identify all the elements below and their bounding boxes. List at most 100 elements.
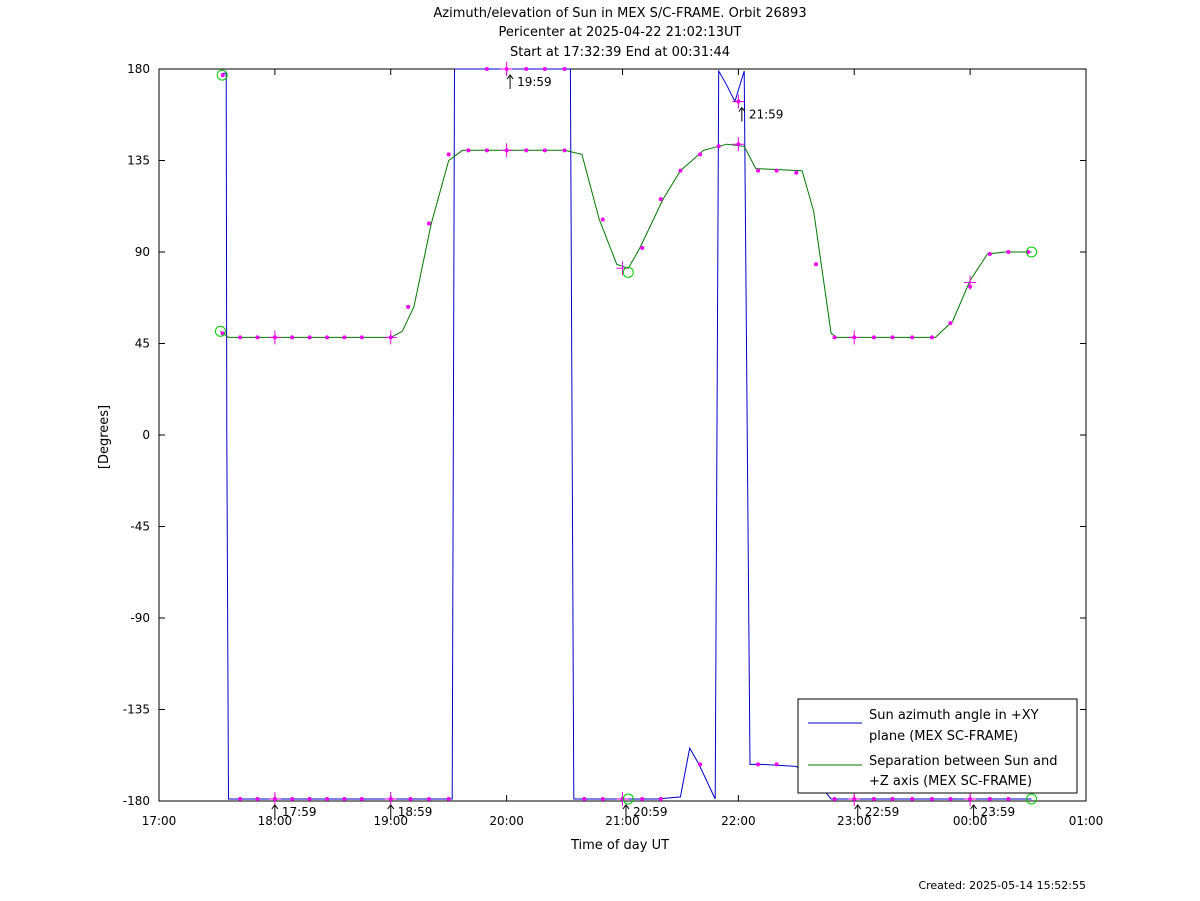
y-tick-label: -45 (130, 520, 150, 534)
x-tick-label: 19:00 (373, 814, 408, 828)
sample-marker (948, 796, 953, 801)
sample-marker (600, 217, 605, 222)
sample-marker (640, 245, 645, 250)
created-timestamp: Created: 2025-05-14 15:52:55 (918, 879, 1086, 892)
sample-marker (832, 796, 837, 801)
x-tick-label: 20:00 (489, 814, 524, 828)
sample-marker (929, 335, 934, 340)
sample-marker (359, 335, 364, 340)
y-tick-label: 180 (127, 62, 150, 76)
hour-marker (964, 791, 977, 806)
x-tick-label: 18:00 (258, 814, 293, 828)
y-tick-label: 45 (135, 337, 150, 351)
time-annotation: 18:59 (387, 804, 432, 819)
sample-marker (524, 67, 529, 71)
hour-marker (848, 791, 861, 806)
sample-marker (774, 168, 779, 173)
markers-layer (214, 62, 1038, 806)
sample-marker (542, 148, 547, 153)
hour-marker (964, 275, 977, 290)
time-annotation: 22:59 (854, 804, 899, 819)
y-axis-ticks: 180 135 90 45 0 -45 -90 -135 -180 (123, 62, 1086, 808)
time-annotation: 17:59 (271, 804, 317, 819)
start-end-marker (1026, 793, 1038, 805)
sample-marker (814, 262, 819, 267)
sample-marker (406, 304, 411, 309)
sample-marker (290, 796, 295, 801)
hour-marker (268, 791, 281, 806)
sample-marker (562, 148, 567, 153)
time-annotation: 20:59 (622, 804, 668, 819)
x-axis-label: Time of day UT (570, 838, 669, 853)
y-tick-label: -135 (123, 703, 150, 717)
time-annotation-label: 17:59 (282, 805, 317, 819)
sample-marker (698, 762, 703, 767)
sample-marker (325, 796, 330, 801)
hour-marker (268, 330, 281, 345)
hour-marker (384, 791, 397, 806)
sample-marker (1006, 796, 1011, 801)
sample-marker (1006, 250, 1011, 254)
plot-frame (158, 68, 1087, 802)
legend-label-separation-line-1: Separation between Sun and (869, 754, 1057, 769)
x-tick-label: 00:00 (953, 814, 988, 828)
sample-marker (484, 148, 489, 153)
y-tick-label: -180 (123, 794, 150, 808)
sample-marker (307, 796, 312, 801)
x-tick-label: 21:00 (605, 814, 640, 828)
sample-marker (716, 144, 721, 149)
sample-marker (220, 73, 225, 78)
time-annotation-label: 19:59 (517, 75, 552, 89)
time-annotation: 19:59 (506, 74, 552, 89)
sample-marker (658, 197, 663, 202)
hour-marker (732, 137, 745, 152)
sample-marker (910, 796, 915, 801)
sample-marker (542, 67, 547, 71)
sample-marker (446, 152, 451, 157)
sample-marker (929, 796, 934, 801)
sample-marker (359, 796, 364, 801)
sample-marker (562, 67, 567, 71)
hour-marker (500, 62, 513, 76)
time-annotation-label: 21:59 (749, 108, 784, 122)
start-end-marker (1026, 246, 1038, 258)
sample-marker (255, 796, 260, 801)
sample-marker (640, 796, 645, 801)
hour-marker (848, 330, 861, 345)
sample-marker (408, 796, 413, 801)
sample-marker (238, 796, 243, 801)
time-annotation-label: 20:59 (633, 805, 668, 819)
sample-marker (756, 168, 761, 173)
x-tick-label: 23:00 (837, 814, 872, 828)
x-axis-ticks: 17:00 18:00 19:00 20:00 21:00 22:00 23:00 00:00… (142, 69, 1103, 828)
time-annotation-label: 23:59 (981, 805, 1016, 819)
sample-marker (446, 796, 451, 801)
series-line-separation (220, 143, 1032, 338)
sample-marker (987, 796, 992, 801)
hour-marker (732, 94, 745, 109)
time-annotation: 23:59 (970, 804, 1016, 819)
sample-marker (678, 168, 683, 173)
legend: Sun azimuth angle in +XY plane (MEX SC-F… (797, 698, 1078, 794)
sample-marker (426, 221, 431, 226)
sample-marker (307, 335, 312, 340)
sample-marker (698, 152, 703, 157)
start-end-marker (622, 266, 634, 278)
sample-marker (910, 335, 915, 340)
sample-marker (466, 148, 471, 153)
sample-marker (658, 796, 663, 801)
sample-marker (756, 762, 761, 767)
sample-marker (238, 335, 243, 340)
time-annotation: 21:59 (738, 106, 784, 122)
sample-marker (325, 335, 330, 340)
series-line-azimuth (221, 68, 1032, 800)
sample-marker (220, 331, 225, 336)
sample-marker (832, 335, 837, 340)
sample-marker (890, 335, 895, 340)
sample-marker (948, 321, 953, 326)
chart-title: Azimuth/elevation of Sun in MEX S/C-FRAM… (433, 6, 806, 60)
legend-label-separation-line-2: +Z axis (MEX SC-FRAME) (869, 774, 1032, 789)
x-tick-label: 17:00 (142, 814, 177, 828)
sample-marker (871, 335, 876, 340)
